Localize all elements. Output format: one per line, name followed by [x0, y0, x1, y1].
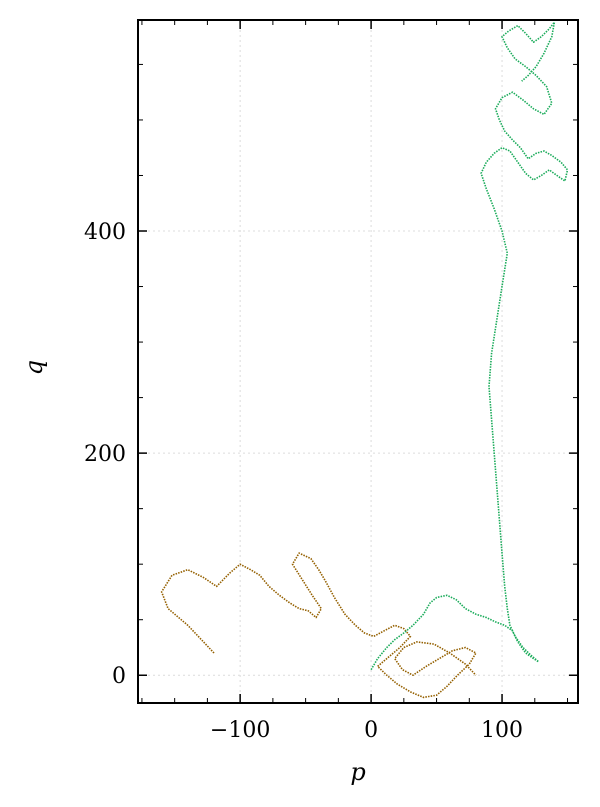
x-tick-label: −100	[210, 718, 270, 743]
x-tick-label: 100	[481, 718, 523, 743]
grid	[138, 20, 578, 703]
plot-frame	[137, 19, 579, 704]
x-tick-label: 0	[364, 718, 378, 743]
series-layer	[160, 21, 569, 699]
y-tick-label: 0	[112, 664, 126, 689]
series-line-1	[160, 552, 477, 699]
ticks	[138, 20, 578, 703]
series-line-2	[370, 21, 569, 671]
x-axis-label: p	[350, 758, 365, 786]
y-axis-label: q	[20, 360, 48, 375]
tick-labels: −100 0 100 0 200 400	[84, 220, 523, 743]
y-tick-label: 200	[84, 442, 126, 467]
y-tick-label: 400	[84, 220, 126, 245]
